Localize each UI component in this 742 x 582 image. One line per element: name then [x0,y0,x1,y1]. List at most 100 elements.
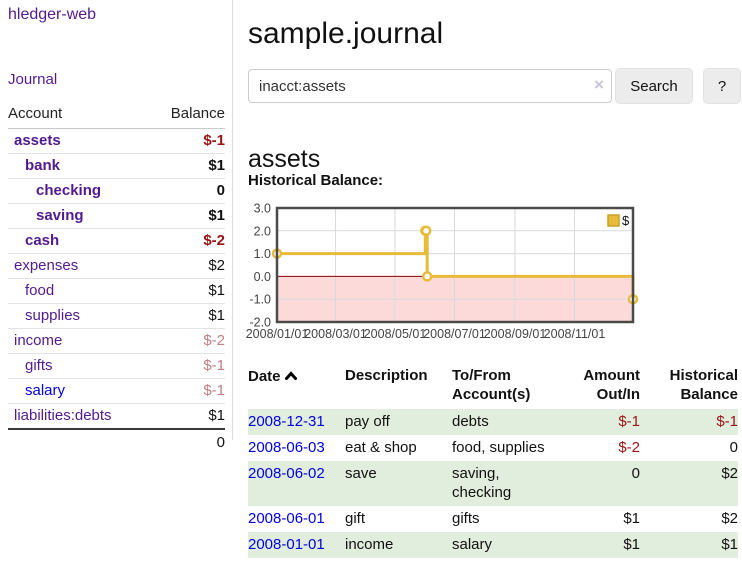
x-axis-tick-label: 2008/01/01 [246,327,309,341]
accounts-header-balance: Balance [150,102,225,129]
sidebar-account-link[interactable]: cash [25,232,60,249]
register-row: 2008-06-03 eat & shop food, supplies $-2 0 [248,435,738,461]
plot-border [275,206,635,324]
y-axis-tick-label: -1.0 [249,293,271,307]
register-header-row: Date Description To/From Account(s) Amou… [248,363,738,409]
transaction-balance: 0 [729,439,738,456]
x-axis-tick-label: 2008/11/01 [544,327,606,341]
x-axis-tick-label: 2008/09/01 [484,327,547,341]
sidebar-account-link[interactable]: gifts [25,357,53,374]
transaction-amount: $-1 [618,413,640,430]
transaction-date-link[interactable]: 2008-06-01 [248,510,325,527]
account-row: liabilities:debts $1 [8,403,225,429]
account-balance: $-1 [150,353,225,379]
transaction-accounts: salary [452,536,493,553]
account-row: food $1 [8,278,225,304]
help-button[interactable]: ? [703,68,741,104]
transaction-accounts: food, supplies [452,439,545,456]
data-point-marker [421,271,433,282]
register-row: 2008-12-31 pay off debts $-1 $-1 [248,409,738,435]
account-row: income $-2 [8,328,225,354]
account-balance: $-2 [150,328,225,354]
legend-swatch [607,214,620,227]
accounts-header-account: Account [8,102,151,129]
transaction-accounts: debts [452,413,489,430]
sidebar-account-link[interactable]: bank [25,157,61,174]
sidebar-account-link[interactable]: income [14,332,63,349]
clear-search-icon[interactable]: × [594,75,604,94]
transaction-description: gift [345,510,366,527]
y-axis-tick-label: 2.0 [254,224,271,238]
account-row: cash $-2 [8,228,225,254]
account-row: salary $-1 [8,378,225,404]
data-point-marker [420,225,432,237]
account-heading: assets [248,144,321,173]
y-axis-tick-label: 1.0 [254,247,271,261]
register-header-balance: Historical Balance [669,367,738,403]
legend-label: $ [622,213,630,228]
register-header-date[interactable]: Date [248,363,345,409]
accounts-header-row: Account Balance [8,102,225,129]
transaction-accounts: gifts [452,510,480,527]
transaction-date-link[interactable]: 2008-01-01 [248,536,325,553]
accounts-total-value: 0 [8,428,225,456]
register-row: 2008-06-02 save saving, checking 0 $2 [248,461,738,506]
account-balance: $1 [150,278,225,304]
account-balance: $1 [150,303,225,329]
transaction-description: income [345,536,394,553]
app-brand-link[interactable]: hledger-web [8,6,97,23]
sidebar-account-link[interactable]: liabilities:debts [14,407,112,424]
register-header-tofrom: To/From Account(s) [452,367,531,403]
sidebar-account-link[interactable]: salary [25,382,66,399]
register-table: Date Description To/From Account(s) Amou… [248,363,738,558]
y-axis-tick-label: -2.0 [249,316,271,330]
transaction-balance: $1 [721,536,738,553]
sidebar-account-link[interactable]: expenses [14,257,79,274]
transaction-amount: $1 [623,536,640,553]
account-row: supplies $1 [8,303,225,329]
sidebar-account-link[interactable]: checking [36,182,102,199]
register-header-description: Description [345,367,428,384]
transaction-amount: $-2 [618,439,640,456]
search-button[interactable]: Search [615,68,693,104]
account-balance: $1 [150,203,225,229]
transaction-date-link[interactable]: 2008-06-02 [248,465,325,482]
register-header-amount: Amount Out/In [583,367,640,403]
account-row: expenses $2 [8,253,225,279]
transaction-accounts: saving, checking [452,465,512,501]
sidebar-item-journal[interactable]: Journal [8,71,58,88]
transaction-description: eat & shop [345,439,417,456]
account-balance: $-2 [150,228,225,254]
x-axis-tick-label: 2008/03/01 [304,327,367,341]
transaction-balance: $-1 [716,413,738,430]
historical-balance-chart: 3.0 2.0 1.0 0.0 -1.0 -2.0 2008/01/01 2008/03/01… [240,202,742,350]
transaction-amount: 0 [631,465,640,482]
account-balance: $2 [150,253,225,279]
search-input[interactable] [248,69,612,103]
transaction-date-link[interactable]: 2008-12-31 [248,413,325,430]
transaction-description: save [345,465,377,482]
register-row: 2008-01-01 income salary $1 $1 [248,532,738,558]
transaction-balance: $2 [721,510,738,527]
register-row: 2008-06-01 gift gifts $1 $2 [248,506,738,532]
account-balance: $-1 [150,378,225,404]
accounts-table: Account Balance assets $-1 bank $1 checking 0… [8,102,225,456]
account-balance: $1 [150,153,225,179]
account-balance: $1 [150,403,225,429]
sidebar-account-link[interactable]: assets [14,132,61,149]
account-row: checking 0 [8,178,225,204]
sidebar-account-link[interactable]: food [25,282,55,299]
account-balance: $-1 [203,132,225,149]
sidebar-account-link[interactable]: saving [36,207,84,224]
accounts-tbody: assets $-1 bank $1 checking 0 saving $1 cash $-2 e… [8,129,225,429]
account-row: saving $1 [8,203,225,229]
account-row: bank $1 [8,153,225,179]
page-title: sample.journal [248,17,444,51]
transaction-description: pay off [345,413,390,430]
account-row: assets $-1 [8,129,225,154]
sidebar-account-link[interactable]: supplies [25,307,81,324]
chart-title: Historical Balance: [248,172,384,189]
x-axis-tick-label: 2008/07/01 [423,327,486,341]
transaction-date-link[interactable]: 2008-06-03 [248,439,325,456]
register-tbody: 2008-12-31 pay off debts $-1 $-1 2008-06-03 ea… [248,409,738,558]
